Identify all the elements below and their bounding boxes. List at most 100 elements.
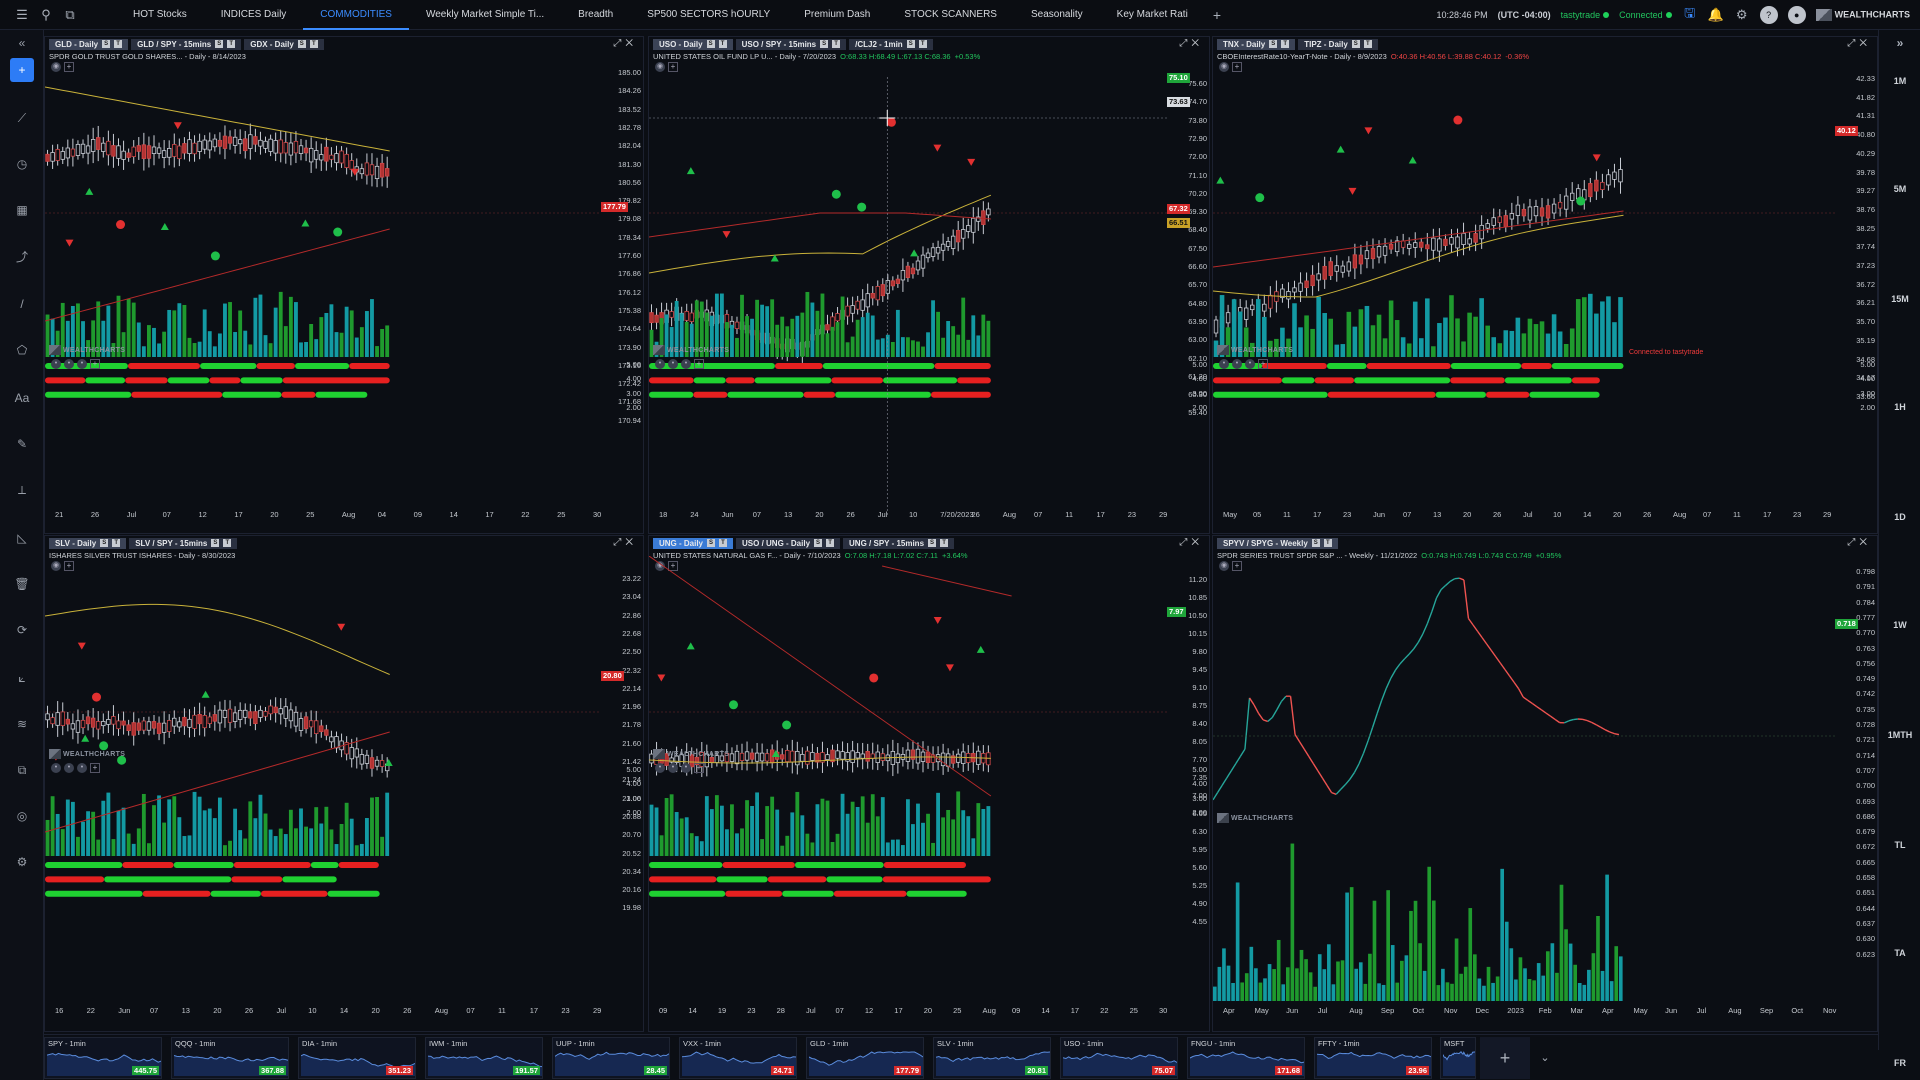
price-axis[interactable]: 185.00 184.26 183.52 182.78 182.04 181.30 180.… [605, 37, 641, 533]
indicator-icon[interactable]: ⤴ [15, 249, 28, 264]
close-icon[interactable]: • [681, 359, 691, 369]
close-icon[interactable]: • [77, 763, 87, 773]
symbol-settings-icon[interactable]: S [1269, 40, 1278, 48]
panel-tab[interactable]: USO / SPY - 15mins S T [735, 38, 847, 50]
time-axis[interactable]: 18 24 Jun 07 13 20 26 Jul 10 7/20/2023 26 Aug 07 11 17… [649, 510, 1209, 520]
add-indicator-icon[interactable]: + [90, 359, 100, 369]
tab-breadth[interactable]: Breadth [578, 8, 614, 20]
gear-icon[interactable]: • [1232, 359, 1242, 369]
eye-icon[interactable]: ◉ [655, 561, 665, 571]
timeframe-icon[interactable]: T [223, 539, 232, 547]
tab-indices-daily[interactable]: INDICES Daily [220, 8, 287, 20]
add-indicator-icon[interactable]: + [694, 359, 704, 369]
panel-tab[interactable]: USO / UNG - Daily S T [736, 537, 841, 549]
timeframe-icon[interactable]: T [832, 40, 841, 48]
close-icon[interactable]: • [681, 763, 691, 773]
add-indicator-icon[interactable]: + [90, 763, 100, 773]
timeframe-5m[interactable]: 5M [1893, 184, 1907, 194]
timeframe-icon[interactable]: T [1323, 539, 1332, 547]
symbol-settings-icon[interactable]: S [1351, 40, 1360, 48]
symbol-settings-icon[interactable]: S [215, 40, 224, 48]
close-icon[interactable]: ✕ [625, 38, 637, 49]
copy-icon[interactable]: ⧉ [17, 762, 27, 777]
close-icon[interactable]: ✕ [1859, 38, 1871, 49]
symbol-settings-icon[interactable]: S [297, 40, 306, 48]
symbol-settings-icon[interactable]: S [706, 40, 715, 48]
eye-icon[interactable]: ◉ [1219, 62, 1229, 72]
price-axis[interactable]: 0.798 0.791 0.784 0.777 0.770 0.763 0.756 0.749… [1839, 536, 1875, 1031]
panel-tab[interactable]: GLD / SPY - 15mins S T [131, 38, 242, 50]
ruler-tool-icon[interactable]: ⟂ [17, 482, 26, 497]
settings-icon[interactable]: ⚙ [16, 855, 28, 869]
time-axis[interactable]: May 05 11 17 23 Jun 07 13 20 26 Jul 10 14 20 26 Aug 07 11… [1213, 510, 1877, 520]
gear-icon[interactable]: • [668, 359, 678, 369]
time-axis[interactable]: 09 14 19 23 28 Jul 07 12 17 20 25 Aug 09 14 17 22 25 30 [649, 1006, 1209, 1016]
add-indicator-icon[interactable]: + [1232, 62, 1242, 72]
timeframe-icon[interactable]: T [826, 539, 835, 547]
time-axis[interactable]: 16 22 Jun 07 13 20 26 Jul 10 14 20 26 Aug 07 11 17 23 29 [45, 1006, 643, 1016]
layouts-icon[interactable]: ⧉ [65, 6, 75, 22]
panel-tab[interactable]: GLD - Daily S T [49, 38, 129, 50]
add-tab-icon[interactable]: + [1212, 6, 1221, 23]
tab-seasonality[interactable]: Seasonality [1030, 8, 1083, 20]
clock-icon[interactable]: ◷ [16, 157, 28, 171]
price-axis[interactable]: 23.22 23.04 22.86 22.68 22.50 22.32 22.14 21.96… [605, 536, 641, 1031]
chart-tool-icon[interactable]: ⟀ [18, 670, 26, 685]
chart-panel-spyv[interactable]: SPYV / SPYG - Weekly S T ⤢✕ SPDR SERIES TRUS… [1212, 535, 1878, 1032]
panel-tab[interactable]: SPYV / SPYG - Weekly S T [1217, 537, 1338, 549]
price-chart[interactable] [649, 556, 1167, 1013]
close-icon[interactable]: • [1245, 359, 1255, 369]
crosshair-add-icon[interactable]: + [10, 58, 34, 82]
timeframe-icon[interactable]: T [114, 40, 123, 48]
text-tool-icon[interactable]: Aa [14, 391, 30, 405]
gear-icon[interactable]: • [668, 763, 678, 773]
add-indicator-icon[interactable]: + [668, 561, 678, 571]
mini-chart[interactable]: USO - 1min 75.07 [1060, 1037, 1178, 1079]
close-icon[interactable]: ✕ [1191, 537, 1203, 548]
tab-commodities[interactable]: COMMODITIES [303, 0, 409, 30]
tab-hot-stocks[interactable]: HOT Stocks [133, 8, 187, 20]
chart-panel-tnx[interactable]: TNX - Daily S T TIPZ - Daily S T ⤢✕ CBOEInteres… [1212, 36, 1878, 534]
broker-name[interactable]: tastytrade [1561, 10, 1610, 20]
maximize-icon[interactable]: ⤢ [1847, 537, 1860, 548]
price-chart[interactable] [649, 57, 1167, 515]
price-chart[interactable] [45, 556, 601, 1013]
close-icon[interactable]: ✕ [625, 537, 637, 548]
price-chart[interactable] [1213, 57, 1835, 515]
chart-panel-ung[interactable]: UNG - Daily S T USO / UNG - Daily S T UNG / SP… [648, 535, 1210, 1032]
timeframe-ta[interactable]: TA [1894, 948, 1906, 958]
timeframe-15m[interactable]: 15M [1891, 294, 1909, 304]
panel-tab[interactable]: /CLJ2 - 1min S T [849, 38, 933, 50]
tab-sp500-sectors-hourly[interactable]: SP500 SECTORS hOURLY [647, 8, 771, 20]
search-icon[interactable]: ⚲ [41, 6, 51, 22]
target-icon[interactable]: ◎ [16, 809, 28, 823]
panel-tab[interactable]: TNX - Daily S T [1217, 38, 1296, 50]
panel-tab[interactable]: TIPZ - Daily S T [1298, 38, 1378, 50]
mini-chart[interactable]: SLV - 1min 20.81 [933, 1037, 1051, 1079]
mini-chart[interactable]: UUP - 1min 28.45 [552, 1037, 670, 1079]
add-indicator-icon[interactable]: + [1258, 359, 1268, 369]
chart-panel-uso[interactable]: USO - Daily S T USO / SPY - 15mins S T/CLJ2 -… [648, 36, 1210, 534]
timeframe-1w[interactable]: 1W [1893, 620, 1907, 630]
timeframe-fr[interactable]: FR [1894, 1058, 1906, 1068]
shapes-tool-icon[interactable]: ⬠ [16, 343, 28, 357]
timeframe-icon[interactable]: T [718, 40, 727, 48]
maximize-icon[interactable]: ⤢ [1847, 38, 1860, 49]
mini-chart[interactable]: SPY - 1min 445.75 [44, 1037, 162, 1079]
collapse-right-icon[interactable]: » [1896, 36, 1904, 50]
timeframe-icon[interactable]: T [112, 539, 121, 547]
eye-icon[interactable]: • [51, 359, 61, 369]
mini-chart[interactable]: DIA - 1min 351.23 [298, 1037, 416, 1079]
panel-tab[interactable]: SLV / SPY - 15mins S T [129, 537, 238, 549]
close-icon[interactable]: ✕ [1859, 537, 1871, 548]
chevron-down-icon[interactable]: ⌄ [1540, 1052, 1550, 1064]
close-icon[interactable]: • [77, 359, 87, 369]
panel-tab[interactable]: GDX - Daily S T [244, 38, 324, 50]
bell-icon[interactable]: 🔔 [1707, 7, 1724, 22]
timeframe-icon[interactable]: T [309, 40, 318, 48]
eye-icon[interactable]: ◉ [655, 62, 665, 72]
symbol-settings-icon[interactable]: S [928, 539, 937, 547]
gear-icon[interactable]: • [64, 359, 74, 369]
avatar[interactable]: ● [1787, 6, 1806, 24]
mini-chart[interactable]: IWM - 1min 191.57 [425, 1037, 543, 1079]
